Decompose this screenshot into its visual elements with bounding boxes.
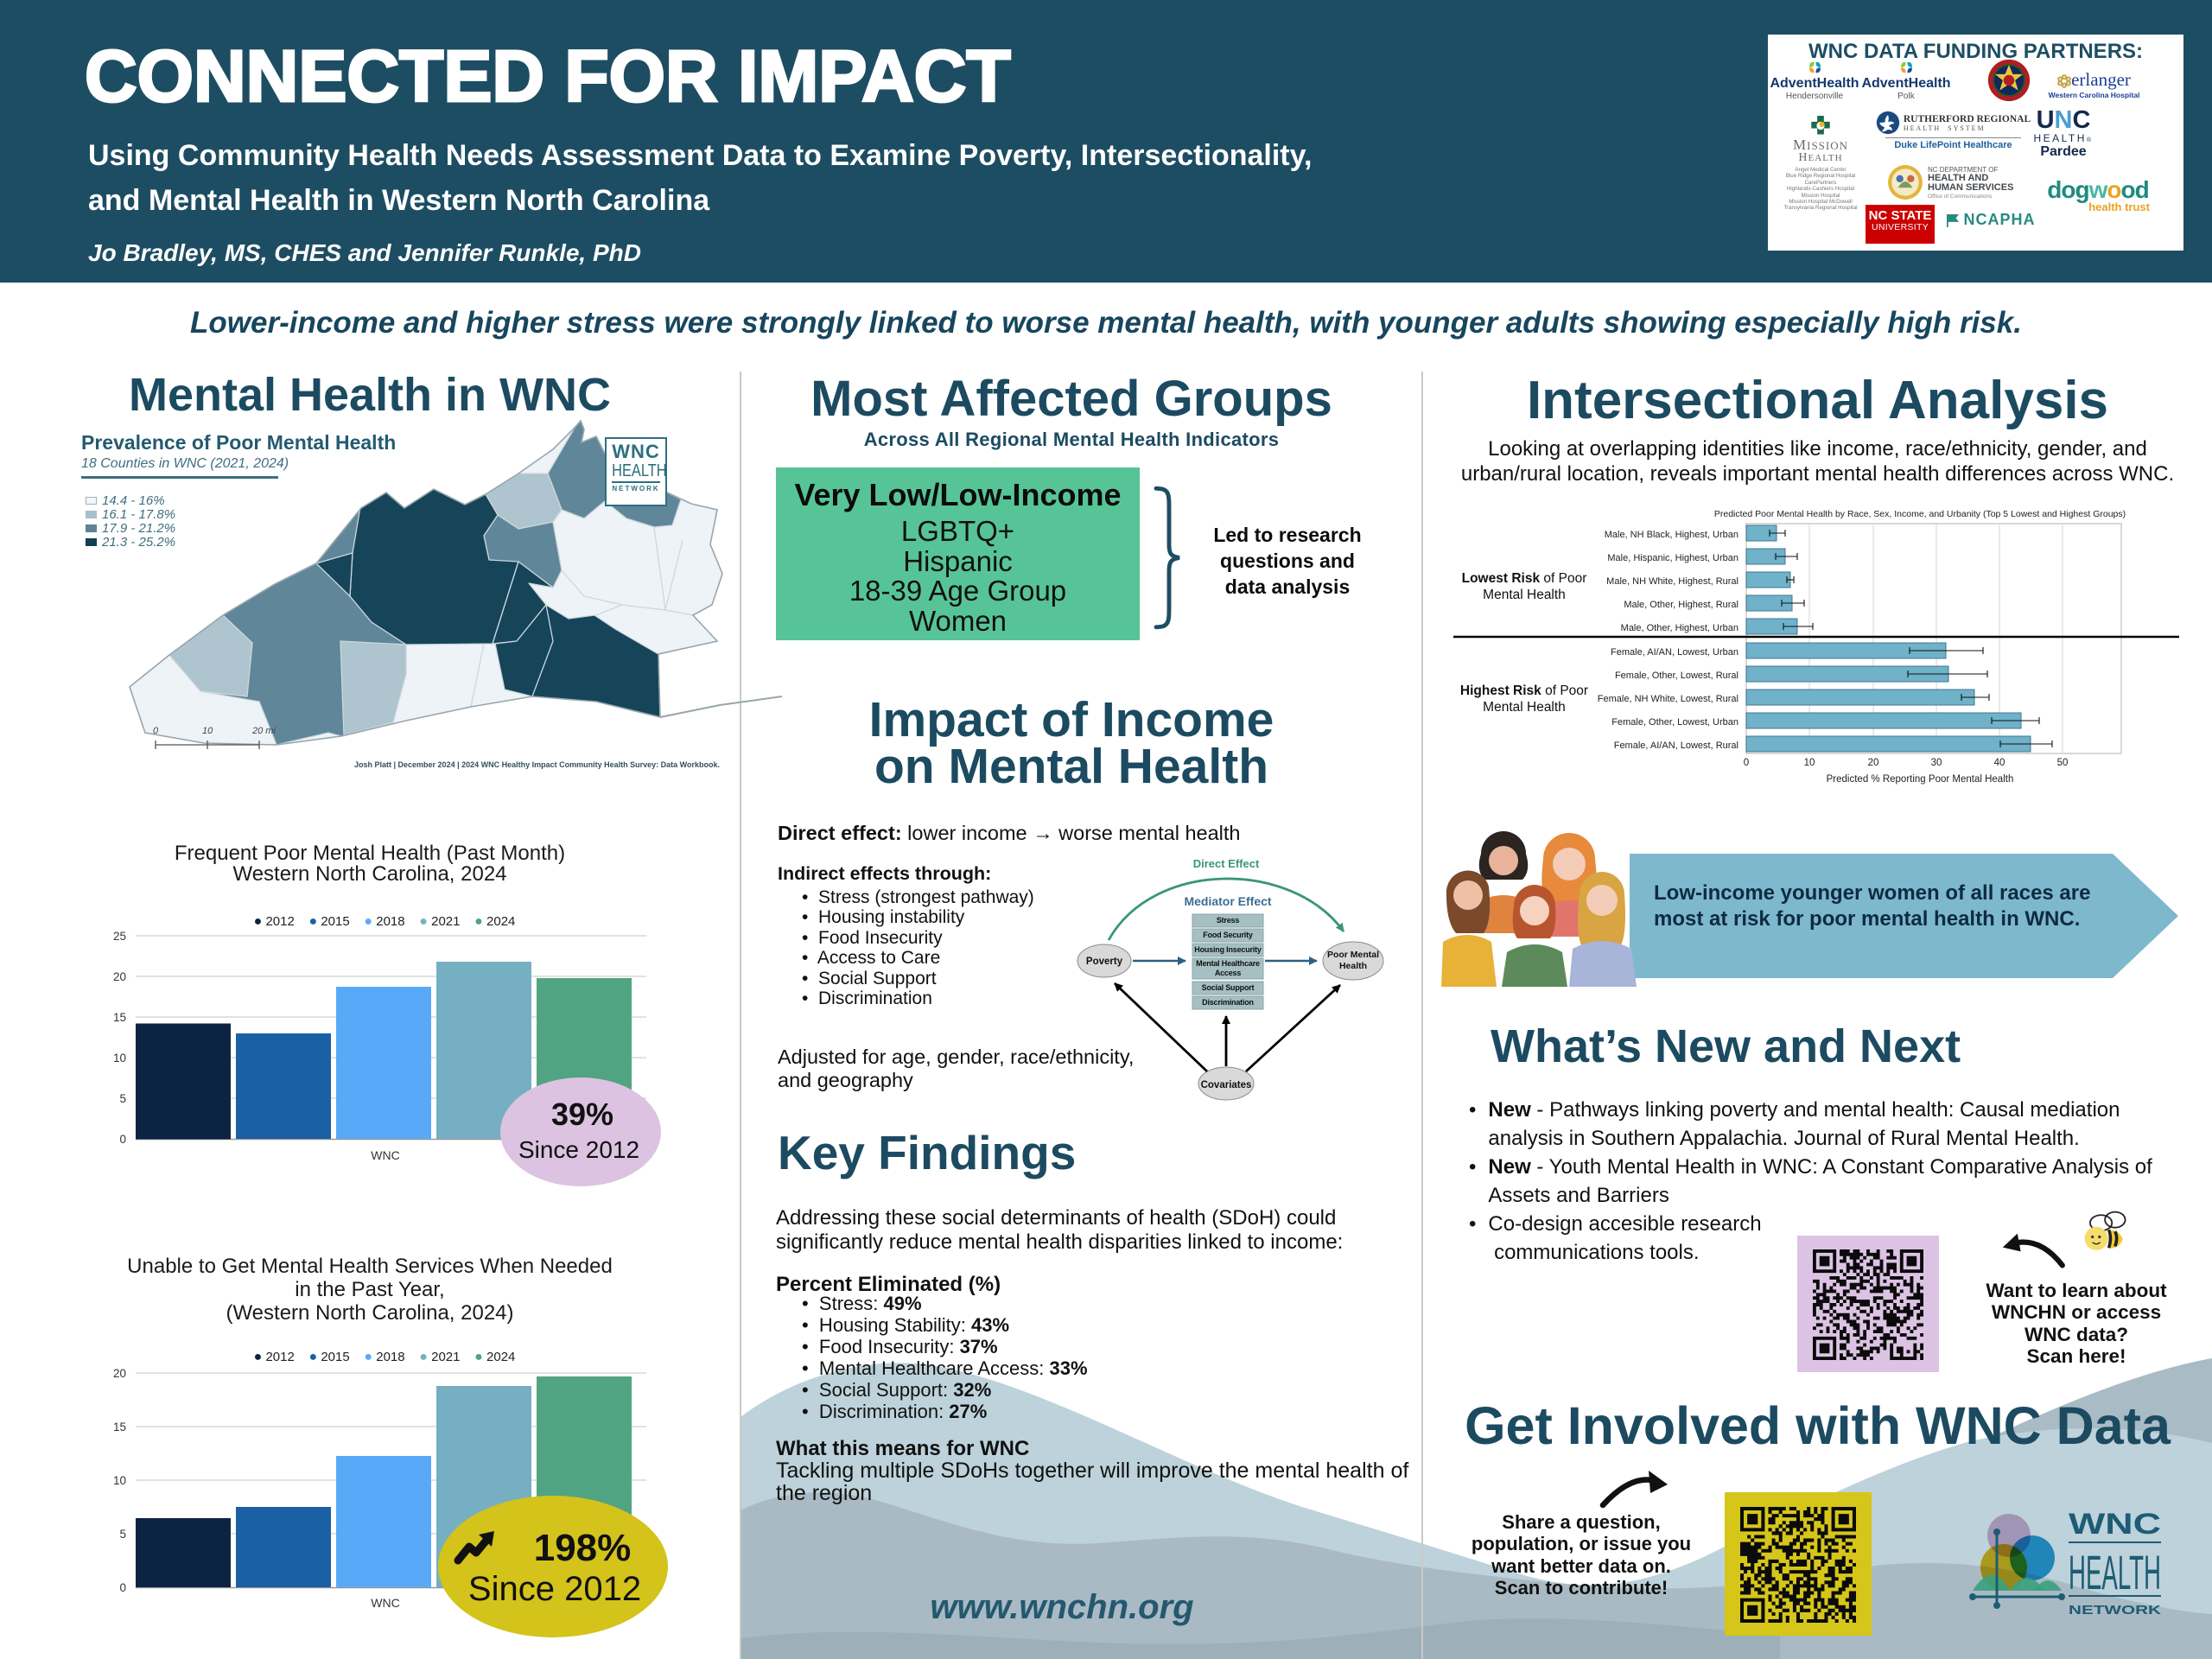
svg-text:WNC: WNC	[2069, 1508, 2161, 1541]
svg-text:10: 10	[113, 1052, 126, 1065]
svg-text:Predicted Poor Mental Health b: Predicted Poor Mental Health by Race, Se…	[1714, 509, 2126, 519]
svg-text:10: 10	[113, 1474, 126, 1487]
svg-text:0: 0	[153, 726, 159, 736]
svg-text:Predicted % Reporting Poor Men: Predicted % Reporting Poor Mental Health	[1827, 774, 2014, 785]
svg-text:Access: Access	[1215, 969, 1242, 977]
svg-text:30: 30	[1931, 758, 1942, 768]
svg-text:WNC: WNC	[371, 1596, 399, 1610]
svg-text:HEALTH: HEALTH	[2069, 1545, 2161, 1599]
svg-text:Mental Healthcare: Mental Healthcare	[1196, 959, 1260, 968]
svg-text:Female, AI/AN, Lowest, Urban: Female, AI/AN, Lowest, Urban	[1611, 647, 1738, 658]
svg-text:20: 20	[1868, 758, 1879, 768]
svg-text:Male, NH White, Highest, Rural: Male, NH White, Highest, Rural	[1606, 576, 1738, 587]
svg-text:25: 25	[113, 930, 126, 943]
svg-text:Since 2012: Since 2012	[518, 1136, 639, 1163]
svg-text:Josh Platt | December 2024 | 2: Josh Platt | December 2024 | 2024 WNC He…	[354, 760, 720, 769]
svg-text:15: 15	[113, 1011, 126, 1024]
svg-text:Female, Other, Lowest, Rural: Female, Other, Lowest, Rural	[1615, 671, 1738, 681]
svg-text:0: 0	[119, 1581, 126, 1594]
svg-text:Housing Insecurity: Housing Insecurity	[1194, 945, 1262, 954]
svg-text:Male, Hispanic, Highest, Urban: Male, Hispanic, Highest, Urban	[1607, 553, 1738, 563]
svg-text:Food Security: Food Security	[1203, 931, 1253, 939]
svg-text:15: 15	[113, 1421, 126, 1433]
svg-text:Male, Other, Highest, Urban: Male, Other, Highest, Urban	[1621, 623, 1738, 633]
svg-text:50: 50	[2057, 758, 2069, 768]
svg-text:Mediator Effect: Mediator Effect	[1184, 894, 1271, 908]
svg-text:NETWORK: NETWORK	[2069, 1603, 2161, 1618]
svg-text:Since 2012: Since 2012	[468, 1570, 641, 1608]
svg-text:198%: 198%	[534, 1527, 632, 1569]
svg-text:Female, Other, Lowest, Urban: Female, Other, Lowest, Urban	[1611, 717, 1738, 728]
svg-text:Male, NH Black, Highest, Urban: Male, NH Black, Highest, Urban	[1605, 530, 1738, 540]
svg-text:5: 5	[119, 1528, 126, 1541]
svg-text:Direct Effect: Direct Effect	[1193, 857, 1260, 870]
svg-text:WNC: WNC	[371, 1148, 399, 1162]
svg-text:20 mi: 20 mi	[251, 726, 276, 736]
svg-text:Health: Health	[1339, 961, 1367, 971]
svg-text:Discrimination: Discrimination	[1202, 998, 1254, 1007]
svg-text:39%: 39%	[551, 1096, 613, 1132]
svg-text:0: 0	[1744, 758, 1749, 768]
svg-text:20: 20	[113, 1367, 126, 1380]
svg-text:10: 10	[1804, 758, 1815, 768]
svg-text:Male, Other, Highest, Rural: Male, Other, Highest, Rural	[1624, 600, 1738, 610]
svg-text:Poor Mental: Poor Mental	[1327, 950, 1379, 960]
svg-text:Female, AI/AN, Lowest, Rural: Female, AI/AN, Lowest, Rural	[1614, 741, 1738, 751]
svg-text:Poverty: Poverty	[1086, 957, 1123, 967]
svg-text:Covariates: Covariates	[1201, 1080, 1252, 1090]
svg-text:Stress: Stress	[1217, 916, 1240, 925]
svg-text:20: 20	[113, 970, 126, 983]
svg-text:Female, NH White, Lowest, Rura: Female, NH White, Lowest, Rural	[1598, 694, 1738, 704]
svg-text:40: 40	[1994, 758, 2005, 768]
svg-text:0: 0	[119, 1133, 126, 1146]
svg-text:5: 5	[119, 1092, 126, 1105]
svg-text:10: 10	[202, 726, 213, 736]
svg-text:Social Support: Social Support	[1202, 983, 1255, 992]
